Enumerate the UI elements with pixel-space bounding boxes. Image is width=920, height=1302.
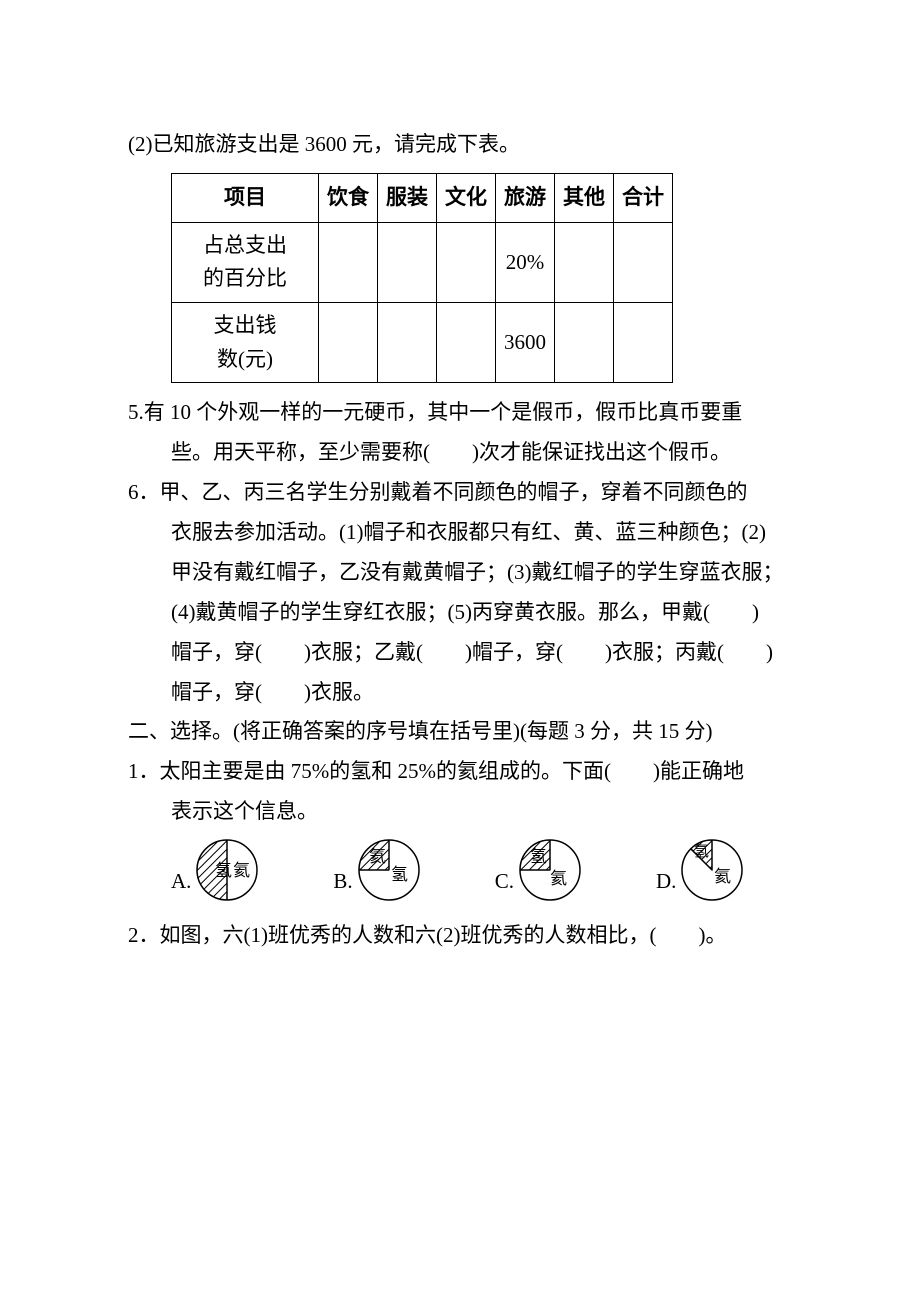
- svg-text:氢: 氢: [694, 843, 709, 860]
- q6-line-a: 6．甲、乙、丙三名学生分别戴着不同颜色的帽子，穿着不同颜色的: [128, 473, 792, 513]
- q2-intro: (2)已知旅游支出是 3600 元，请完成下表。: [128, 125, 792, 165]
- table-row: 项目 饮食 服装 文化 旅游 其他 合计: [172, 173, 673, 222]
- th: 服装: [378, 173, 437, 222]
- cell: 20%: [496, 222, 555, 302]
- q6-line-f: 帽子，穿( )衣服。: [128, 673, 792, 713]
- table-row: 占总支出 的百分比 20%: [172, 222, 673, 302]
- cell: [555, 222, 614, 302]
- th: 饮食: [319, 173, 378, 222]
- choice-label-d: D.: [656, 862, 676, 902]
- choice-row: A. 氢 氦 B. 氦 氢: [128, 838, 792, 902]
- pie-chart-a-icon: 氢 氦: [195, 838, 259, 902]
- choice-d: D. 氢 氦: [656, 838, 744, 902]
- cell: [437, 222, 496, 302]
- cell: [555, 303, 614, 383]
- q6-line-e: 帽子，穿( )衣服；乙戴( )帽子，穿( )衣服；丙戴( ): [128, 633, 792, 673]
- cell: [319, 222, 378, 302]
- svg-text:氢: 氢: [215, 861, 232, 880]
- choice-a: A. 氢 氦: [171, 838, 259, 902]
- choice-b: B. 氦 氢: [333, 838, 420, 902]
- svg-text:氢: 氢: [530, 847, 547, 866]
- cell: [378, 303, 437, 383]
- pie-chart-d-icon: 氢 氦: [680, 838, 744, 902]
- table-row: 支出钱 数(元) 3600: [172, 303, 673, 383]
- q5-line-a: 5.有 10 个外观一样的一元硬币，其中一个是假币，假币比真币要重: [128, 393, 792, 433]
- q6-line-d: (4)戴黄帽子的学生穿红衣服；(5)丙穿黄衣服。那么，甲戴( ): [128, 593, 792, 633]
- expense-table: 项目 饮食 服装 文化 旅游 其他 合计 占总支出 的百分比 20% 支出钱 数…: [171, 173, 673, 383]
- cell: [437, 303, 496, 383]
- cell: [614, 222, 673, 302]
- q5-line-b: 些。用天平称，至少需要称( )次才能保证找出这个假币。: [128, 433, 792, 473]
- row1-label-b: 的百分比: [172, 262, 318, 296]
- section2-heading: 二、选择。(将正确答案的序号填在括号里)(每题 3 分，共 15 分): [128, 712, 792, 752]
- svg-text:氦: 氦: [233, 861, 250, 880]
- cell: [378, 222, 437, 302]
- row2-label-b: 数(元): [172, 343, 318, 377]
- q6-line-b: 衣服去参加活动。(1)帽子和衣服都只有红、黄、蓝三种颜色；(2): [128, 513, 792, 553]
- svg-text:氢: 氢: [391, 865, 408, 884]
- th: 其他: [555, 173, 614, 222]
- pie-chart-c-icon: 氢 氦: [518, 838, 582, 902]
- s2q2: 2．如图，六(1)班优秀的人数和六(2)班优秀的人数相比，( )。: [128, 916, 792, 956]
- cell: [319, 303, 378, 383]
- pie-chart-b-icon: 氦 氢: [357, 838, 421, 902]
- s2q1-line-b: 表示这个信息。: [128, 792, 792, 832]
- th: 旅游: [496, 173, 555, 222]
- svg-text:氦: 氦: [550, 869, 567, 888]
- th: 文化: [437, 173, 496, 222]
- choice-c: C. 氢 氦: [495, 838, 582, 902]
- svg-text:氦: 氦: [369, 847, 386, 866]
- choice-label-c: C.: [495, 862, 514, 902]
- choice-label-a: A.: [171, 862, 191, 902]
- row1-label-a: 占总支出: [172, 229, 318, 263]
- row2-label-a: 支出钱: [172, 309, 318, 343]
- th: 合计: [614, 173, 673, 222]
- cell: [614, 303, 673, 383]
- s2q1-line-a: 1．太阳主要是由 75%的氢和 25%的氦组成的。下面( )能正确地: [128, 752, 792, 792]
- choice-label-b: B.: [333, 862, 352, 902]
- th-project: 项目: [172, 173, 319, 222]
- svg-text:氦: 氦: [714, 867, 731, 886]
- row-label: 占总支出 的百分比: [172, 222, 319, 302]
- q6-line-c: 甲没有戴红帽子，乙没有戴黄帽子；(3)戴红帽子的学生穿蓝衣服；: [128, 553, 792, 593]
- row-label: 支出钱 数(元): [172, 303, 319, 383]
- cell: 3600: [496, 303, 555, 383]
